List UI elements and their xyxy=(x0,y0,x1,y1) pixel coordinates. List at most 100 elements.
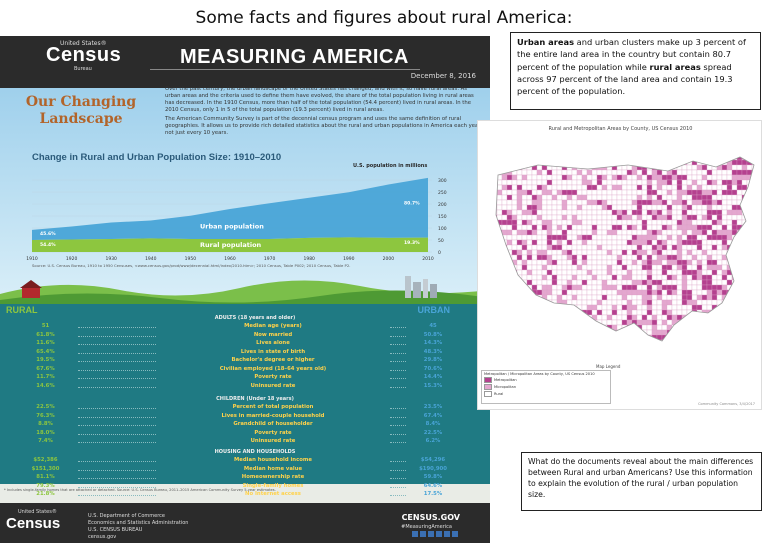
map-title: Rural and Metropolitan Areas by County, … xyxy=(548,126,693,132)
row-label: Poverty rate xyxy=(254,429,292,436)
comparison-panel xyxy=(0,304,490,484)
section-title: Our Changing Landscape xyxy=(25,94,137,127)
urban-value: 29.8% xyxy=(423,357,443,363)
comparison-row: 8.8% Grandchild of householder 8.4% xyxy=(18,421,458,429)
dotted-leader xyxy=(78,344,156,345)
comparison-row: 18.0% Poverty rate 22.5% xyxy=(18,430,458,438)
comparison-section-heading: HOUSING AND HOUSEHOLDS xyxy=(214,449,296,455)
intro-paragraph: Over the past century, the urban landsca… xyxy=(165,86,474,113)
row-label: Now married xyxy=(253,331,293,338)
comparison-row: 19.5% Bachelor's degree or higher 29.8% xyxy=(18,357,458,365)
dotted-leader xyxy=(78,461,156,462)
urban-value: 8.4% xyxy=(425,421,441,427)
legend-label: Micropolitan xyxy=(494,385,517,389)
bold-term: Urban areas xyxy=(517,37,575,47)
county-map-panel: Rural and Metropolitan Areas by County, … xyxy=(477,120,762,410)
urban-heading: URBAN xyxy=(417,305,451,315)
chart-source-note: Source: U.S. Census Bureau, 1910 to 1950… xyxy=(32,263,351,268)
row-label: Single-family homes xyxy=(242,482,304,489)
page-title: Some facts and figures about rural Ameri… xyxy=(195,8,573,28)
y-tick-label: 0 xyxy=(438,250,441,256)
chart-annotation: 54.4% xyxy=(40,242,56,248)
dotted-leader xyxy=(78,369,156,371)
row-label: Percent of total population xyxy=(232,404,314,410)
question-box: What do the documents reveal about the m… xyxy=(521,452,762,511)
instagram-icon xyxy=(428,531,434,537)
urban-area xyxy=(32,177,428,240)
legend-label: Metropolitan xyxy=(494,378,517,382)
x-tick-label: 1960 xyxy=(224,256,236,262)
dotted-leader xyxy=(390,442,406,443)
x-tick-label: 1950 xyxy=(185,256,197,262)
map-credit: Community Commons, 3/4/2017 xyxy=(698,402,755,406)
urban-value: 64.6% xyxy=(423,482,443,489)
rural-value: 18.0% xyxy=(36,429,55,436)
census-logo-bottom: Bureau xyxy=(74,66,92,72)
rural-value: 22.5% xyxy=(36,404,55,410)
rural-value: 81.1% xyxy=(36,474,55,480)
rural-value: 8.8% xyxy=(38,421,53,427)
rural-value: 65.4% xyxy=(36,348,55,355)
y-tick-label: 100 xyxy=(438,226,447,232)
y-tick-label: 150 xyxy=(438,214,447,220)
dotted-leader xyxy=(78,416,156,418)
intro-text: Over the past century, the urban landsca… xyxy=(165,86,483,139)
urban-value: 14.3% xyxy=(423,340,443,346)
urban-value: 48.3% xyxy=(423,348,443,355)
dotted-leader xyxy=(390,469,406,471)
x-tick-label: 1930 xyxy=(105,256,117,262)
dotted-leader xyxy=(390,386,406,388)
urban-value: 67.4% xyxy=(423,412,443,419)
dotted-leader xyxy=(78,495,156,496)
row-label: Uninsured rate xyxy=(250,382,296,389)
chart-annotation: 45.6% xyxy=(40,231,56,237)
legend-label: Rural xyxy=(494,392,504,396)
linkedin-icon xyxy=(452,531,458,537)
x-tick-label: 1980 xyxy=(303,256,315,262)
footer-dept-line: census.gov xyxy=(88,534,117,540)
comparison-row: 65.4% Lives in state of birth 48.3% xyxy=(18,349,458,357)
pinterest-icon xyxy=(444,531,450,537)
urban-value: $54,296 xyxy=(420,457,446,463)
dotted-leader xyxy=(390,369,406,371)
row-label: Poverty rate xyxy=(254,374,292,380)
x-tick-label: 1910 xyxy=(26,256,38,262)
row-label: Median home value xyxy=(243,465,303,472)
dotted-leader xyxy=(78,433,156,435)
rural-value: 21.8% xyxy=(36,491,55,497)
county-cells xyxy=(496,157,754,341)
dotted-leader xyxy=(78,352,156,354)
dotted-leader xyxy=(390,486,406,488)
chart-title: Change in Rural and Urban Population Siz… xyxy=(32,152,282,163)
x-tick-label: 2000 xyxy=(383,256,395,262)
footer-census-logo: Census xyxy=(6,515,61,532)
dotted-leader xyxy=(78,425,156,426)
rural-area xyxy=(32,237,428,252)
row-label: Lives in married-couple household xyxy=(221,412,325,419)
legend-swatch xyxy=(484,377,492,383)
urban-value: $190,900 xyxy=(419,465,447,472)
row-label: No Internet access xyxy=(245,491,301,497)
dotted-leader xyxy=(78,469,156,471)
infographic-header: United States® Census Bureau MEASURING A… xyxy=(0,36,490,88)
dotted-leader xyxy=(78,361,156,362)
legend-item-micropolitan: Micropolitan xyxy=(484,384,608,390)
comparison-row: 11.6% Lives alone 14.3% xyxy=(18,340,458,348)
dotted-leader xyxy=(78,335,156,337)
comparison-row: 22.5% Percent of total population 23.5% xyxy=(18,404,458,412)
rural-value: 67.6% xyxy=(36,365,55,372)
urban-value: 59.8% xyxy=(423,474,443,480)
header-divider xyxy=(150,69,420,70)
y-tick-label: 250 xyxy=(438,190,447,196)
y-tick-label: 300 xyxy=(438,178,447,184)
body-text: spread across 97 percent of the land are… xyxy=(517,61,733,97)
legend-swatch xyxy=(484,391,492,397)
urban-value: 70.6% xyxy=(423,365,443,372)
chart-annotation: 19.3% xyxy=(404,240,420,246)
comparison-row: $52,386 Median household income $54,296 xyxy=(18,457,458,465)
youtube-icon xyxy=(436,531,442,537)
urban-value: 50.8% xyxy=(423,331,443,338)
comparison-row: 67.6% Civilian employed (18–64 years old)… xyxy=(18,366,458,374)
comparison-section-heading: CHILDREN (Under 18 years) xyxy=(216,396,294,402)
comparison-row: 21.8% No Internet access 17.5% xyxy=(18,491,458,499)
